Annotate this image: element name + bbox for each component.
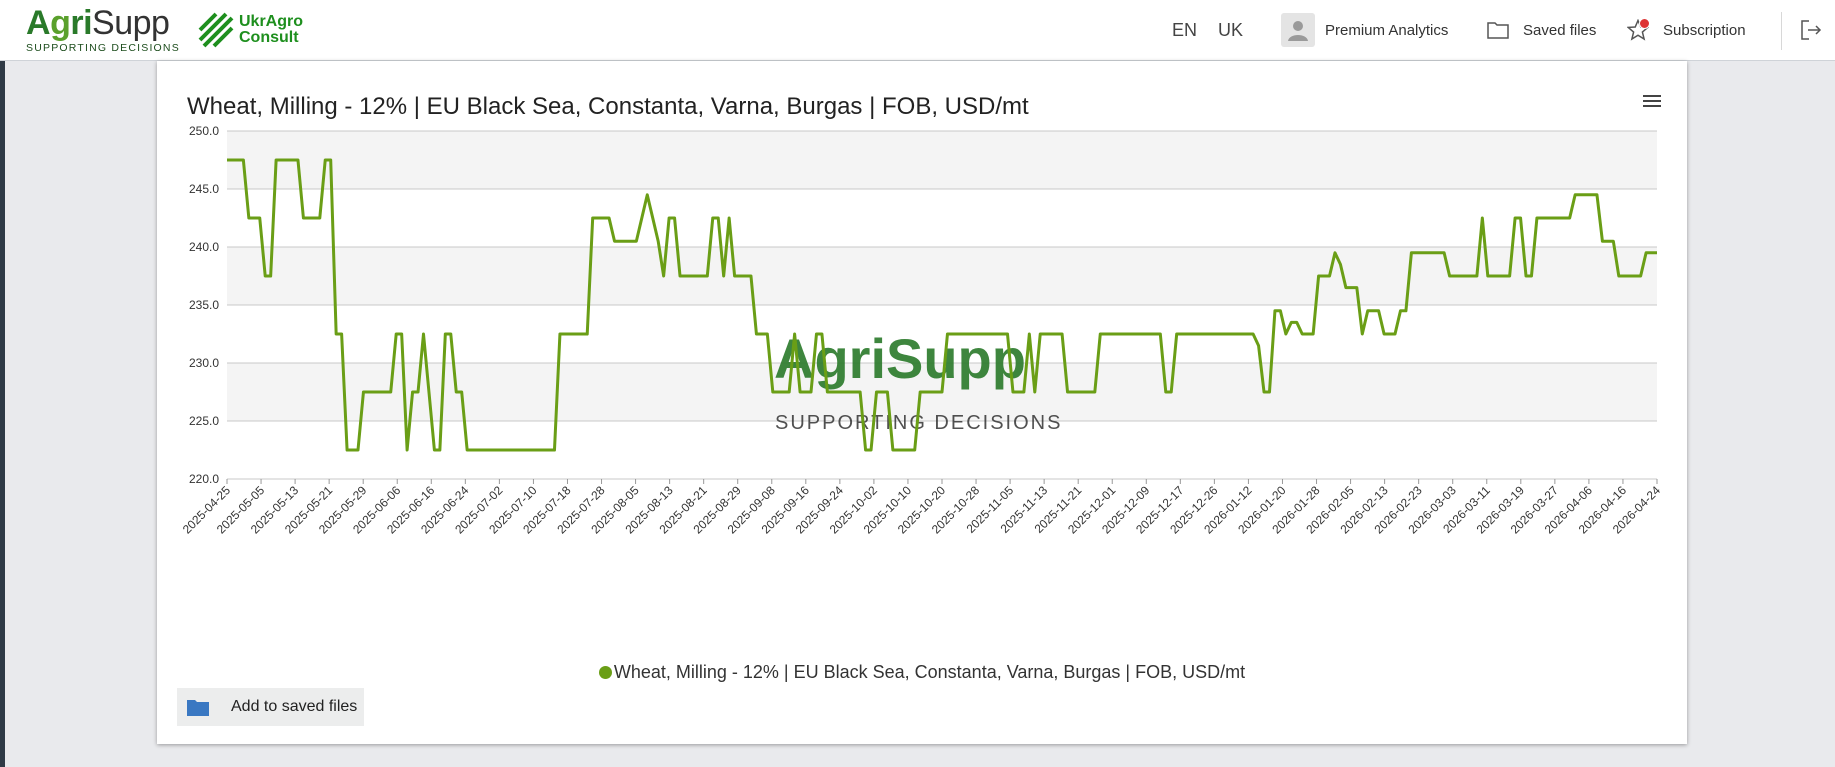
language-uk[interactable]: UK: [1218, 20, 1244, 40]
window-left-edge: [0, 0, 5, 767]
add-to-saved-files-label: Add to saved files: [231, 698, 358, 715]
chart-card: Wheat, Milling - 12% | EU Black Sea, Con…: [157, 61, 1687, 744]
notification-dot: [1639, 18, 1650, 29]
legend-dot-icon: [598, 666, 612, 679]
header-divider: [1781, 12, 1782, 50]
user-avatar-icon: [1281, 13, 1315, 47]
subscription-link[interactable]: Subscription: [1626, 13, 1746, 47]
y-tick-label: 250.0: [189, 124, 219, 138]
grid-band: [227, 131, 1657, 189]
add-to-saved-files-button[interactable]: Add to saved files: [177, 688, 364, 726]
ukragroconsult-logo[interactable]: UkrAgro Consult: [198, 12, 303, 48]
y-tick-label: 245.0: [189, 182, 219, 196]
subscription-label: Subscription: [1663, 21, 1746, 39]
folder-icon: [187, 700, 209, 716]
top-navigation-bar: AgriSupp SUPPORTING DECISIONS UkrAgro Co…: [0, 0, 1835, 61]
premium-analytics-label: Premium Analytics: [1325, 21, 1449, 39]
hamburger-menu-icon[interactable]: [1640, 92, 1664, 112]
legend-label: Wheat, Milling - 12% | EU Black Sea, Con…: [613, 662, 1246, 682]
star-icon: [1626, 18, 1650, 41]
logout-icon[interactable]: [1800, 19, 1822, 41]
saved-files-label: Saved files: [1523, 21, 1597, 39]
agrisupp-logo[interactable]: AgriSupp SUPPORTING DECISIONS: [26, 6, 180, 54]
language-en[interactable]: EN: [1172, 20, 1198, 40]
agrisupp-watermark: AgriSupp SUPPORTING DECISIONS: [774, 327, 1060, 434]
premium-analytics-link[interactable]: Premium Analytics: [1281, 13, 1448, 47]
saved-files-link[interactable]: Saved files: [1487, 13, 1596, 47]
logo-tagline: SUPPORTING DECISIONS: [26, 42, 180, 54]
price-line-chart: AgriSupp SUPPORTING DECISIONS 250.0 245.0…: [180, 124, 1664, 537]
ukragroconsult-text: UkrAgro Consult: [239, 13, 304, 46]
chart-title: Wheat, Milling - 12% | EU Black Sea, Con…: [187, 93, 1029, 120]
grid-band: [227, 247, 1657, 305]
y-tick-label: 225.0: [189, 414, 219, 428]
y-tick-label: 230.0: [189, 356, 219, 370]
y-tick-label: 235.0: [189, 298, 219, 312]
legend-item[interactable]: Wheat, Milling - 12% | EU Black Sea, Con…: [157, 662, 1687, 683]
folder-icon: [1487, 22, 1509, 39]
y-tick-label: 220.0: [189, 472, 219, 486]
series-line[interactable]: [227, 158, 1657, 452]
ukragroconsult-mark-icon: [198, 12, 234, 48]
y-tick-label: 240.0: [189, 240, 219, 254]
logo-wordmark: AgriSupp: [26, 4, 170, 42]
